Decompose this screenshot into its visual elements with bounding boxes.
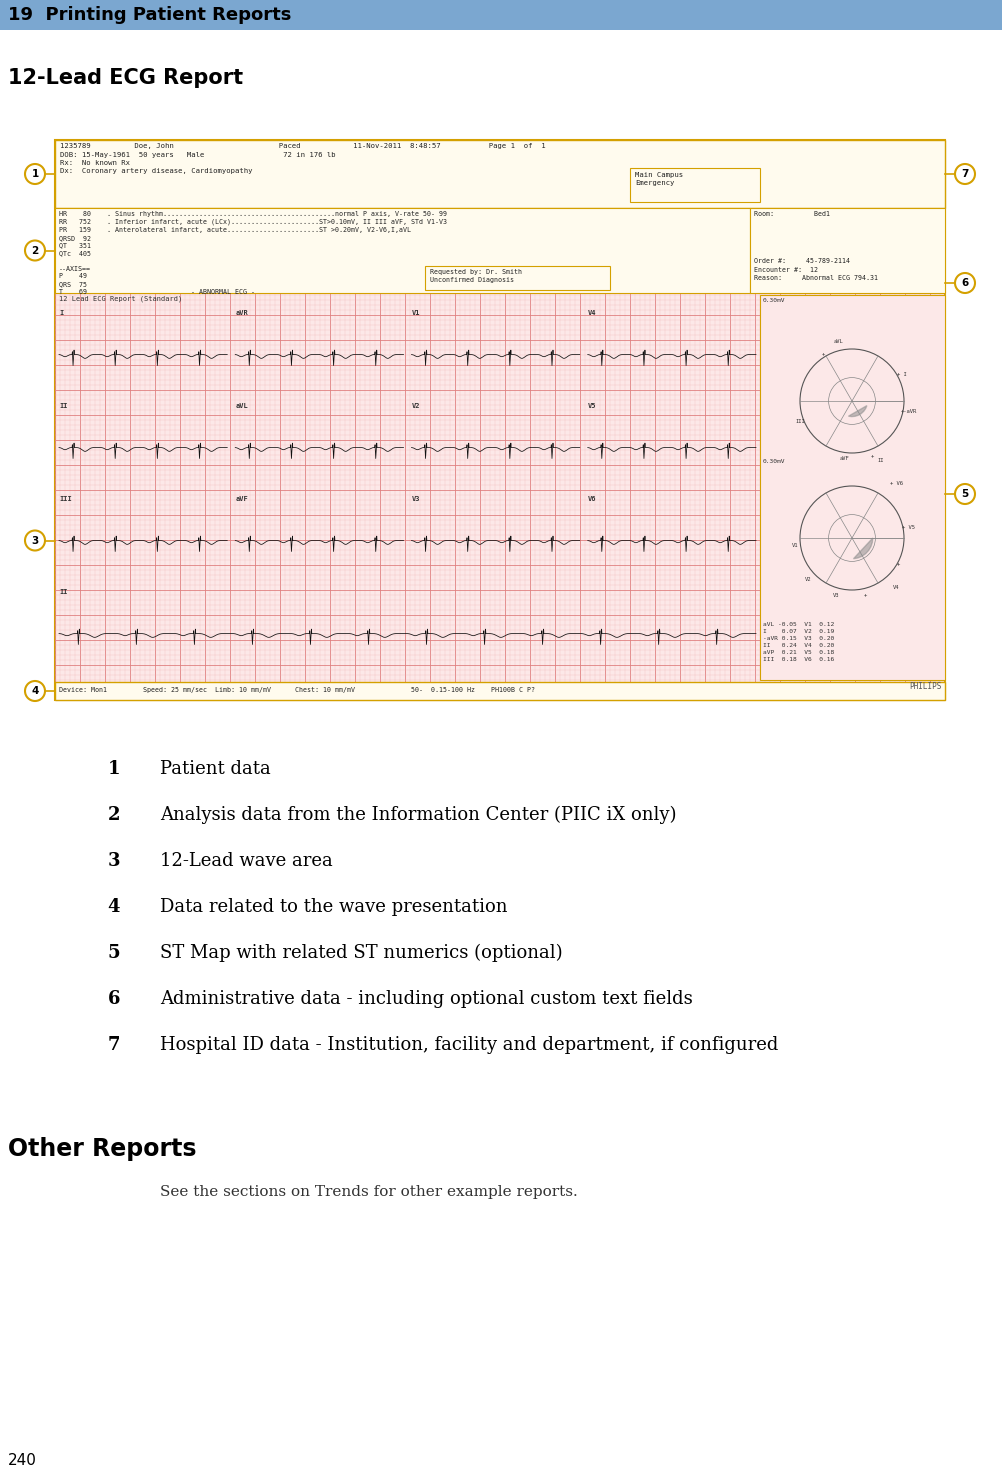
Text: Hospital ID data - Institution, facility and department, if configured: Hospital ID data - Institution, facility… bbox=[160, 1036, 778, 1054]
Bar bbox=[749, 208, 944, 294]
Text: 7: 7 bbox=[107, 1036, 120, 1054]
Text: Requested by: Dr. Smith
Unconfirmed Diagnosis: Requested by: Dr. Smith Unconfirmed Diag… bbox=[430, 269, 521, 283]
Text: aVF: aVF bbox=[235, 496, 247, 502]
Text: V2: V2 bbox=[804, 577, 811, 582]
Text: +: + bbox=[821, 351, 825, 357]
Circle shape bbox=[954, 164, 974, 184]
Circle shape bbox=[25, 164, 45, 184]
Text: aVF: aVF bbox=[839, 456, 849, 461]
Text: 0.30mV: 0.30mV bbox=[763, 459, 785, 463]
Text: 1: 1 bbox=[31, 168, 39, 179]
Text: 7: 7 bbox=[960, 168, 968, 179]
Text: I: I bbox=[59, 310, 63, 316]
Text: Other Reports: Other Reports bbox=[8, 1137, 196, 1162]
Text: Analysis data from the Information Center (PIIC iX only): Analysis data from the Information Cente… bbox=[160, 806, 675, 824]
Text: 6: 6 bbox=[107, 990, 120, 1008]
Text: +: + bbox=[896, 561, 900, 567]
Text: HR    80    . Sinus rhythm...........................................normal P ax: HR 80 . Sinus rhythm....................… bbox=[59, 211, 447, 295]
Text: 4: 4 bbox=[31, 686, 39, 697]
Text: ST Map with related ST numerics (optional): ST Map with related ST numerics (optiona… bbox=[160, 945, 562, 962]
Polygon shape bbox=[853, 537, 872, 559]
Circle shape bbox=[25, 241, 45, 260]
Text: See the sections on Trends for other example reports.: See the sections on Trends for other exa… bbox=[160, 1185, 577, 1199]
Bar bbox=[55, 140, 944, 208]
Text: Data related to the wave presentation: Data related to the wave presentation bbox=[160, 897, 507, 917]
Text: Device: Mon1         Speed: 25 mm/sec  Limb: 10 mm/mV      Chest: 10 mm/mV      : Device: Mon1 Speed: 25 mm/sec Limb: 10 m… bbox=[59, 686, 534, 694]
Text: 2: 2 bbox=[107, 806, 120, 824]
Text: + I: + I bbox=[896, 372, 906, 378]
Text: V4: V4 bbox=[892, 584, 899, 590]
Text: Patient data: Patient data bbox=[160, 760, 271, 778]
Text: 12-Lead wave area: 12-Lead wave area bbox=[160, 852, 333, 869]
Text: Order #:     45-789-2114
Encounter #:  12
Reason:     Abnormal ECG 794.31: Order #: 45-789-2114 Encounter #: 12 Rea… bbox=[754, 258, 877, 280]
Bar bbox=[55, 208, 749, 294]
Text: 3: 3 bbox=[31, 536, 39, 546]
Bar bbox=[55, 140, 944, 700]
Text: + V5: + V5 bbox=[901, 525, 914, 530]
Text: II: II bbox=[59, 589, 67, 595]
Circle shape bbox=[954, 273, 974, 294]
Text: 2: 2 bbox=[31, 245, 39, 255]
Text: II: II bbox=[59, 403, 67, 409]
Text: Main Campus
Emergency: Main Campus Emergency bbox=[634, 173, 682, 186]
Text: aVL -0.05  V1  0.12
I    0.07  V2  0.19
-aVR 0.15  V3  0.20
II   0.24  V4  0.20
: aVL -0.05 V1 0.12 I 0.07 V2 0.19 -aVR 0.… bbox=[763, 621, 834, 663]
Text: III: III bbox=[795, 419, 804, 424]
Text: 12-Lead ECG Report: 12-Lead ECG Report bbox=[8, 68, 242, 89]
Text: 1235789          Doe, John                        Paced            11-Nov-2011  : 1235789 Doe, John Paced 11-Nov-2011 bbox=[60, 143, 545, 174]
Text: 5: 5 bbox=[107, 945, 120, 962]
Bar bbox=[760, 295, 944, 680]
Text: II: II bbox=[877, 459, 883, 463]
Text: V5: V5 bbox=[587, 403, 595, 409]
Text: V1: V1 bbox=[791, 543, 798, 548]
Bar bbox=[55, 682, 944, 700]
Text: PHILIPS: PHILIPS bbox=[909, 682, 941, 691]
Text: aVR: aVR bbox=[235, 310, 247, 316]
Text: III: III bbox=[59, 496, 72, 502]
Bar bbox=[629, 168, 760, 202]
Text: +: + bbox=[863, 593, 866, 598]
Text: 1: 1 bbox=[107, 760, 120, 778]
Text: 0.30mV: 0.30mV bbox=[763, 298, 785, 303]
Circle shape bbox=[25, 680, 45, 701]
Text: V2: V2 bbox=[411, 403, 420, 409]
Text: Room:          Bed1: Room: Bed1 bbox=[754, 211, 830, 217]
Bar bbox=[0, 0, 1002, 30]
Text: 19  Printing Patient Reports: 19 Printing Patient Reports bbox=[8, 6, 292, 24]
Text: V1: V1 bbox=[411, 310, 420, 316]
Text: V3: V3 bbox=[833, 593, 839, 598]
Text: V6: V6 bbox=[587, 496, 595, 502]
Text: +-aVR: +-aVR bbox=[900, 409, 917, 413]
Text: V4: V4 bbox=[587, 310, 595, 316]
Text: 4: 4 bbox=[107, 897, 120, 917]
Text: aVL: aVL bbox=[834, 338, 843, 344]
Text: + V6: + V6 bbox=[889, 481, 902, 486]
Text: 6: 6 bbox=[960, 277, 968, 288]
Polygon shape bbox=[848, 406, 866, 416]
Text: aVL: aVL bbox=[235, 403, 247, 409]
Bar bbox=[425, 266, 609, 289]
Text: 5: 5 bbox=[960, 489, 968, 499]
Text: 3: 3 bbox=[107, 852, 120, 869]
Circle shape bbox=[954, 484, 974, 503]
Text: 240: 240 bbox=[8, 1452, 37, 1469]
Text: V3: V3 bbox=[411, 496, 420, 502]
Text: +: + bbox=[871, 453, 874, 458]
Circle shape bbox=[25, 530, 45, 551]
Text: 12 Lead ECG Report (Standard): 12 Lead ECG Report (Standard) bbox=[59, 295, 182, 301]
Text: Administrative data - including optional custom text fields: Administrative data - including optional… bbox=[160, 990, 692, 1008]
